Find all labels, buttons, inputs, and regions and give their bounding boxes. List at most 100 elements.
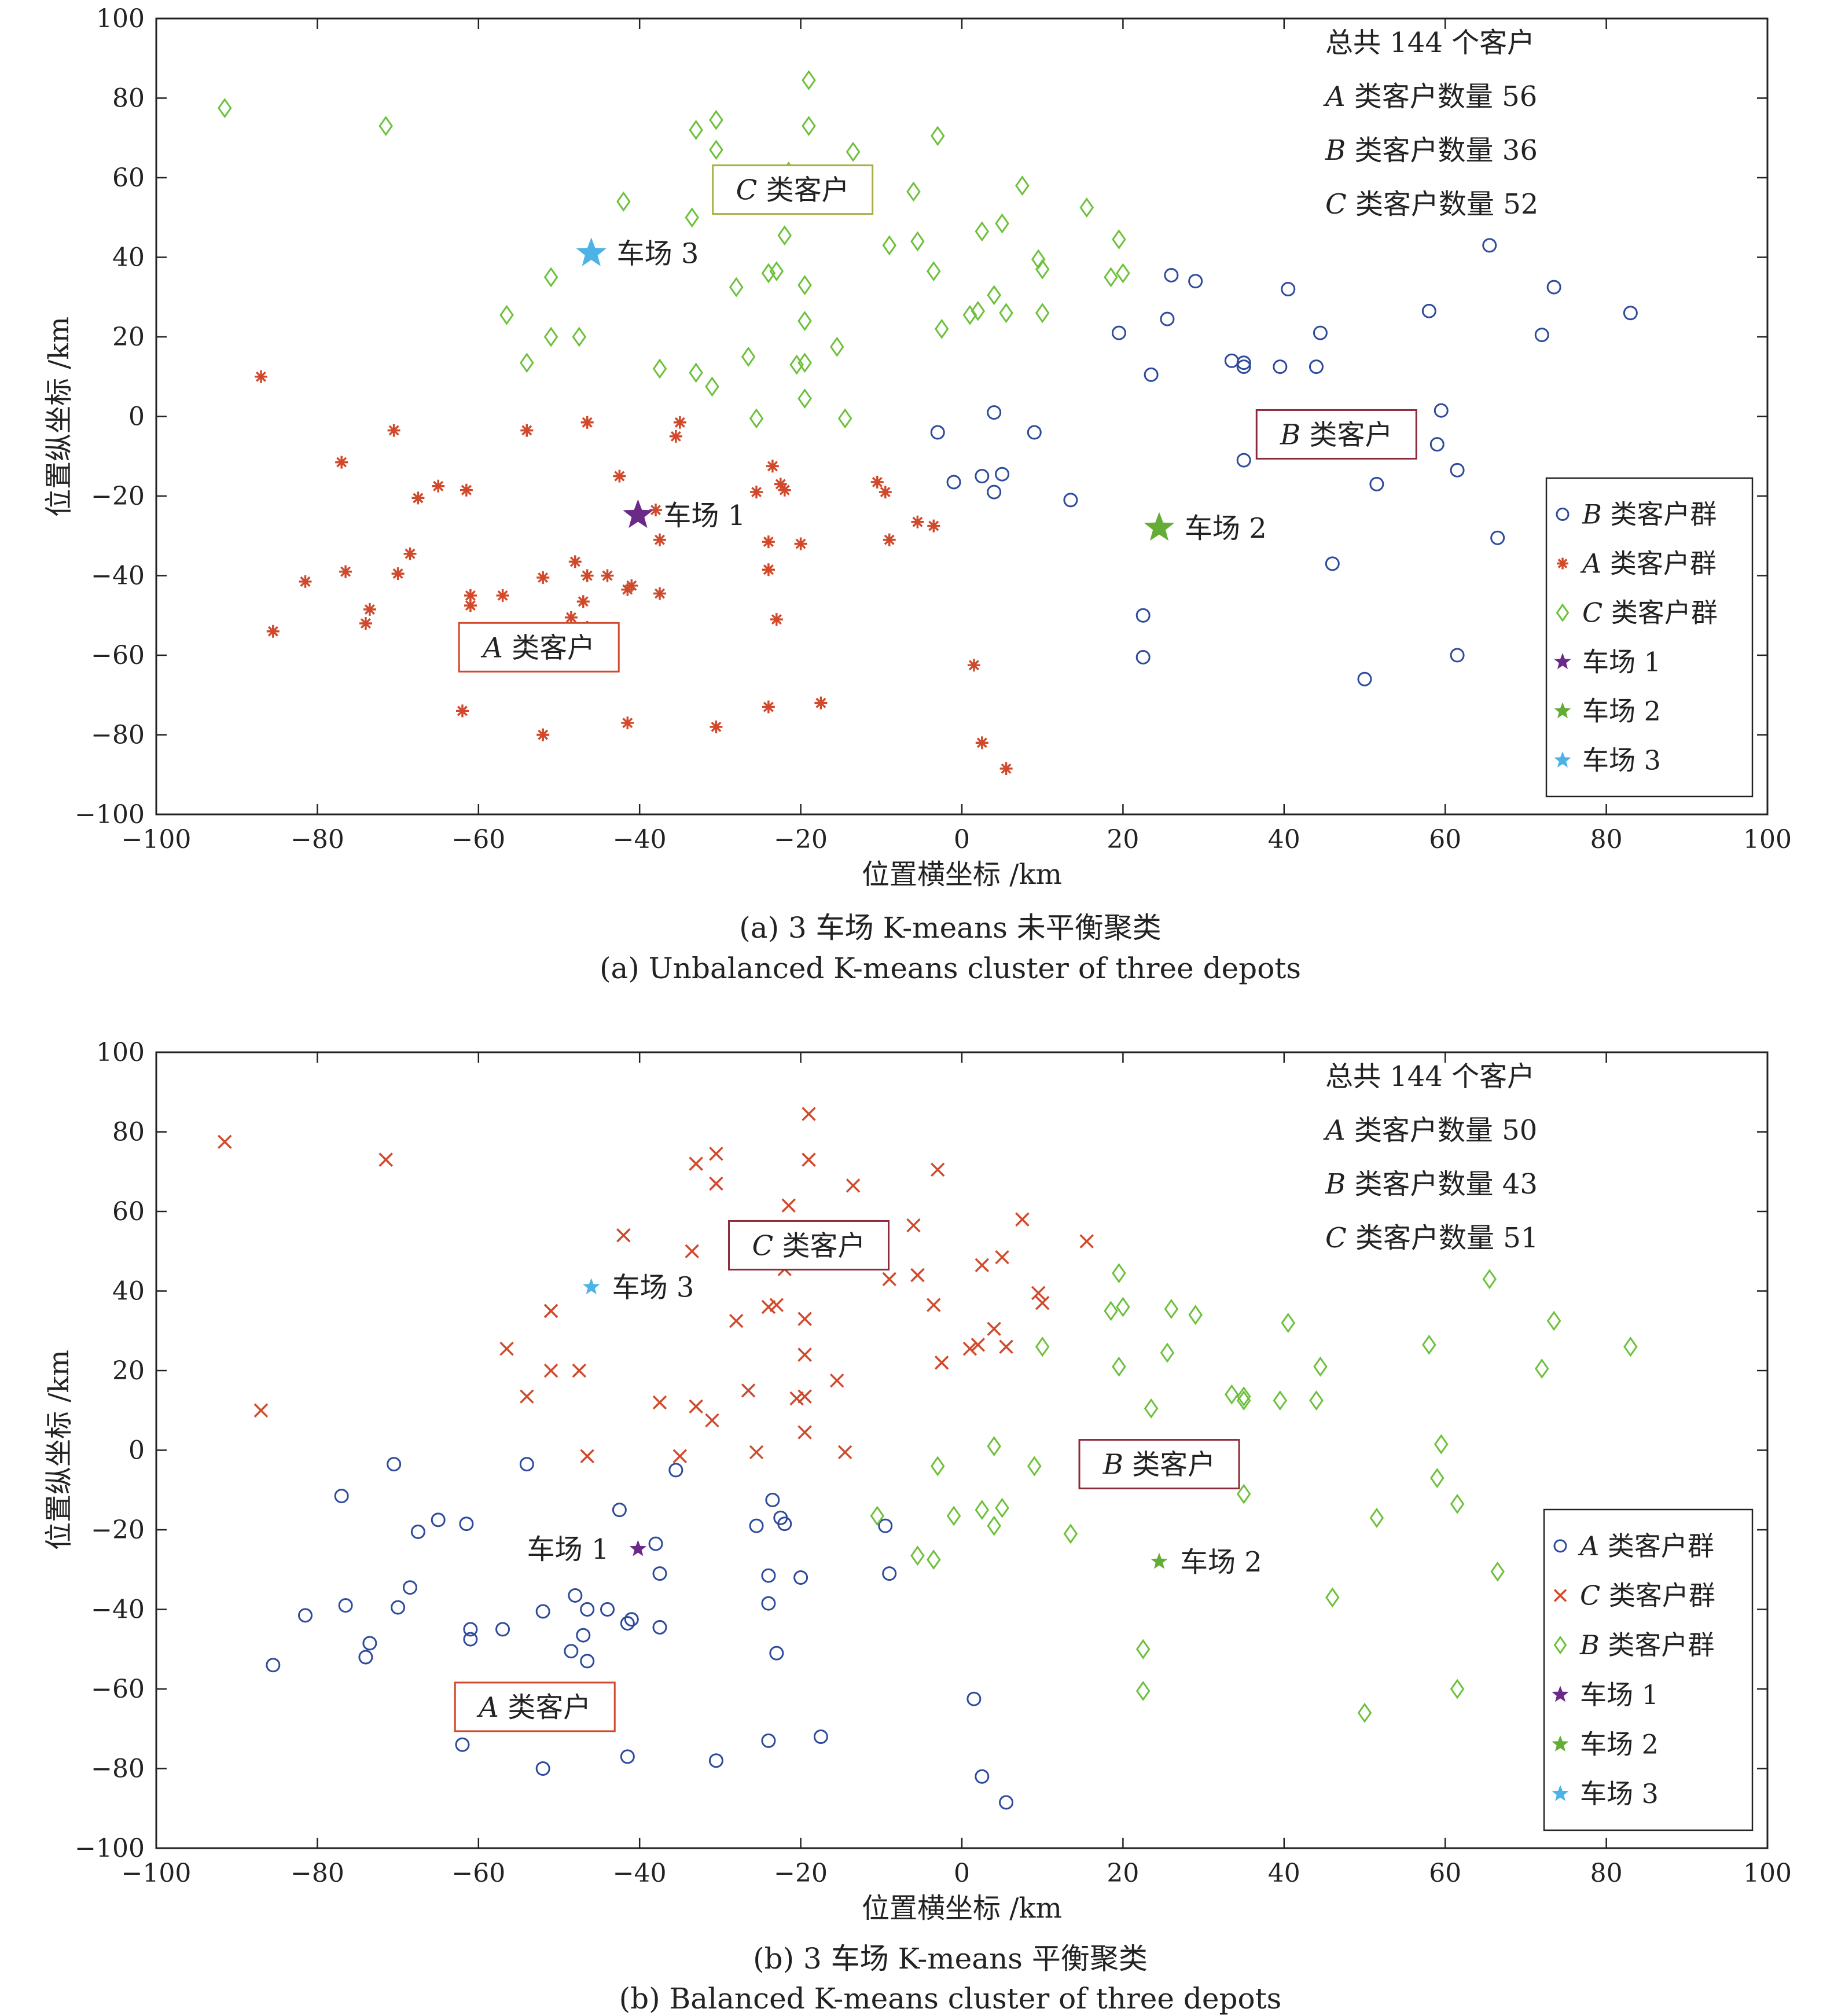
data-point-b: [987, 1436, 1001, 1457]
data-point-a: [266, 1658, 281, 1673]
data-point-a: [762, 563, 775, 576]
data-point-a: [410, 1524, 425, 1539]
y-tick-label: 100: [96, 4, 145, 34]
y-tick-label: −100: [75, 1834, 145, 1863]
data-point-c: [906, 181, 921, 202]
data-point-c: [846, 141, 861, 162]
data-point-b: [1421, 303, 1436, 318]
data-point-b: [1135, 1639, 1151, 1659]
data-point-a: [765, 1492, 780, 1507]
data-point-c: [741, 346, 756, 367]
legend-marker: [1554, 702, 1571, 718]
data-point-a: [576, 1628, 591, 1643]
data-point-b: [1164, 1298, 1179, 1319]
data-point-a: [432, 479, 445, 493]
data-point-a: [520, 424, 534, 437]
data-point-c: [802, 1152, 816, 1167]
data-point-a: [576, 595, 590, 608]
data-point-c: [543, 1303, 558, 1319]
y-tick-label: −60: [91, 641, 145, 670]
data-point-c: [971, 300, 986, 321]
data-point-a: [459, 1516, 474, 1532]
data-point-a: [496, 589, 509, 602]
data-point-a: [927, 519, 940, 533]
data-point-a: [612, 1503, 627, 1518]
data-point-b: [1490, 1561, 1505, 1582]
info-line: A 类客户数量 56: [1323, 80, 1537, 113]
y-tick-label: 40: [112, 243, 145, 273]
x-tick-label: −80: [291, 825, 344, 854]
legend-entry: C 类客户群: [1580, 1580, 1715, 1611]
data-point-c: [729, 1313, 744, 1328]
data-point-b: [1422, 1334, 1436, 1355]
data-point-a: [580, 416, 594, 429]
data-point-b: [1482, 238, 1497, 253]
data-point-b: [1313, 1356, 1328, 1377]
data-point-a: [794, 537, 807, 550]
legend-marker: [1557, 557, 1568, 570]
data-point-a: [568, 555, 582, 568]
region-label-box: [458, 622, 620, 673]
data-point-b: [1369, 476, 1384, 491]
data-point-c: [218, 98, 232, 119]
x-tick-label: 0: [954, 825, 970, 854]
legend-marker: [1553, 1589, 1567, 1602]
data-point-c: [253, 1403, 269, 1418]
y-tick-label: −20: [91, 482, 145, 511]
data-point-c: [975, 1258, 990, 1273]
y-tick-label: 0: [128, 402, 145, 432]
data-point-a: [411, 491, 425, 505]
y-tick-label: −40: [91, 1595, 145, 1625]
region-label-box: [454, 1681, 616, 1732]
data-point-c: [729, 277, 744, 298]
x-tick-label: −20: [774, 1859, 828, 1888]
x-tick-label: 80: [1590, 1859, 1623, 1888]
data-point-a: [710, 720, 723, 733]
data-point-c: [781, 1198, 796, 1213]
data-point-a: [463, 1622, 478, 1637]
x-tick-label: 0: [954, 1859, 970, 1888]
data-point-c: [797, 275, 812, 296]
data-point-a: [613, 469, 626, 483]
data-point-c: [741, 1383, 756, 1398]
depot-1-marker: [623, 499, 653, 528]
data-point-b: [1623, 1336, 1638, 1357]
data-point-b: [926, 1549, 941, 1570]
data-point-c: [882, 235, 897, 256]
data-point-a: [652, 1620, 667, 1635]
data-point-c: [520, 352, 534, 373]
data-point-a: [668, 1463, 683, 1478]
depot-1-label: 车场 1: [527, 1533, 609, 1566]
y-tick-label: 60: [112, 163, 145, 193]
legend-entry: 车场 2: [1582, 696, 1661, 727]
data-point-b: [930, 425, 945, 440]
x-tick-label: −60: [451, 1859, 505, 1888]
data-point-c: [999, 303, 1013, 324]
data-point-c: [971, 1338, 986, 1352]
data-point-b: [1325, 556, 1340, 571]
data-point-c: [797, 388, 812, 409]
x-tick-label: 20: [1107, 825, 1139, 854]
y-tick-label: 80: [112, 1118, 145, 1147]
x-tick-label: −100: [122, 1859, 192, 1888]
data-point-c: [749, 1445, 764, 1460]
data-point-a: [620, 1616, 635, 1631]
data-point-b: [1116, 1297, 1130, 1317]
data-point-b: [1357, 1702, 1372, 1723]
data-point-c: [672, 1449, 688, 1464]
depot-2-marker: [1144, 512, 1175, 541]
data-point-b: [987, 405, 1002, 420]
data-point-b: [1027, 1456, 1042, 1477]
data-points: [218, 1107, 1638, 1810]
data-point-a: [762, 535, 775, 549]
data-point-a: [778, 483, 791, 497]
data-point-a: [535, 1604, 550, 1619]
data-point-b: [1357, 671, 1372, 686]
depot-3-marker: [583, 1278, 600, 1295]
depot-1-marker: [629, 1540, 647, 1556]
data-point-c: [995, 213, 1009, 234]
data-point-b: [946, 1505, 961, 1526]
data-point-c: [802, 70, 816, 91]
data-point-b: [1309, 359, 1324, 374]
data-point-a: [777, 1516, 792, 1532]
